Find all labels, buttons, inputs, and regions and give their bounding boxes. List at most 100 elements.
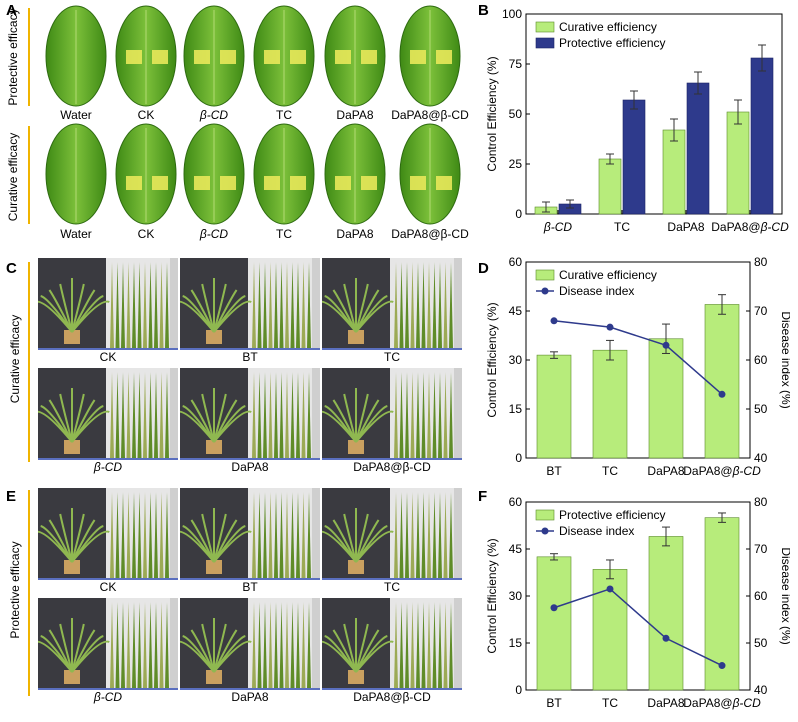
y-tick-label: 25 <box>509 157 523 171</box>
y2-tick-label: 50 <box>754 636 768 650</box>
panel-c-side-label: Curative efficacy <box>8 314 22 404</box>
disease-index-point-0 <box>550 317 558 325</box>
leaf-ck-protective <box>115 5 177 107</box>
chart-f-svg: 0 15 30 45 60 Control Efficiency (%) BT TC DaPA8… <box>485 495 793 710</box>
panel-e-photo-2 <box>322 488 462 580</box>
leaf-dapa8-curative <box>324 123 386 225</box>
legend-swatch-0 <box>535 21 555 33</box>
leaf-dapa8-protective <box>324 5 386 107</box>
chart-f: 0 15 30 45 60 Control Efficiency (%) BT TC DaPA8… <box>470 484 793 722</box>
x-tick-label: DaPA8@β-CD <box>683 464 761 478</box>
panel-c-caption-1: BT <box>242 350 258 364</box>
leaf-bcd-curative <box>183 123 245 225</box>
panel-letter-b: B <box>478 2 489 19</box>
panel-c-photo-2 <box>322 258 462 350</box>
legend-line-marker <box>541 287 549 295</box>
panel-c-photo-5 <box>322 368 462 460</box>
panel-e-caption-0: CK <box>99 580 117 594</box>
y-tick-label: 50 <box>509 107 523 121</box>
panel-c-photo-3 <box>38 368 178 460</box>
leaf-water-protective <box>45 5 107 107</box>
y-axis-label: Control Efficiency (%) <box>485 538 499 653</box>
y-tick-label: 30 <box>509 353 523 367</box>
panel-e-photo-art-4 <box>180 598 320 688</box>
y-axis-label: Control Efficiency (%) <box>485 56 499 171</box>
disease-index-point-3 <box>718 390 726 398</box>
panel-e-caption-4: DaPA8 <box>231 690 269 704</box>
bar-1-3 <box>750 57 774 215</box>
leaf-label-ck-1: CK <box>137 108 155 122</box>
bar-0-2 <box>648 536 684 691</box>
leaf-label-bcd-1: β-CD <box>199 108 229 122</box>
bar-1-2 <box>686 82 710 215</box>
leaf-water-curative <box>45 123 107 225</box>
panel-c-caption-5: DaPA8@β-CD <box>353 460 431 474</box>
chart-d: 0 15 30 45 60 Control Efficiency (%) BT TC DaPA8… <box>470 252 793 489</box>
legend-label-0: Curative efficiency <box>559 20 657 34</box>
legend-label-1: Protective efficiency <box>559 36 666 50</box>
y2-tick-label: 50 <box>754 402 768 416</box>
y2-tick-label: 60 <box>754 353 768 367</box>
bar-0-1 <box>598 158 622 215</box>
panel-e-caption-5: DaPA8@β-CD <box>353 690 431 704</box>
leaf-label-dapa8-1: DaPA8 <box>336 108 374 122</box>
x-tick-label: TC <box>602 696 618 710</box>
chart-d-svg: 0 15 30 45 60 Control Efficiency (%) BT TC DaPA8… <box>485 255 793 478</box>
x-tick-label: DaPA8 <box>647 464 684 478</box>
y2-tick-label: 80 <box>754 255 768 269</box>
leaf-label-dapa8bcd-1: DaPA8@β-CD <box>391 108 469 122</box>
chart-b: 0 25 50 75 100 Control Efficiency (%) β-CD TC Da… <box>470 0 790 257</box>
x-tick-label: TC <box>602 464 618 478</box>
panel-a-row2-rule <box>28 126 30 224</box>
legend-swatch-0 <box>535 509 555 521</box>
leaf-bcd-protective <box>183 5 245 107</box>
panel-e-photo-5 <box>322 598 462 690</box>
panel-c-photo-4 <box>180 368 320 460</box>
bar-0-3 <box>704 517 740 691</box>
y-tick-label: 30 <box>509 589 523 603</box>
leaf-tc-protective <box>253 5 315 107</box>
panel-e-rule <box>28 490 30 696</box>
leaf-label-ck-2: CK <box>137 227 155 241</box>
bar-0-2 <box>648 338 684 459</box>
panel-letter-e: E <box>6 488 17 505</box>
legend-swatch-1 <box>535 37 555 49</box>
y-tick-label: 15 <box>509 402 523 416</box>
y2-tick-label: 40 <box>754 451 768 465</box>
x-tick-label: DaPA8@β-CD <box>683 696 761 710</box>
legend-label-line: Disease index <box>559 524 634 538</box>
y-tick-label: 15 <box>509 636 523 650</box>
panel-c-photo-art-1 <box>180 258 320 348</box>
leaf-tc-curative <box>253 123 315 225</box>
y2-tick-label: 70 <box>754 542 768 556</box>
panel-a-leaf-grid <box>45 5 461 225</box>
panel-letter-c: C <box>6 260 17 277</box>
y2-tick-label: 60 <box>754 589 768 603</box>
bar-1-1 <box>622 99 646 215</box>
panel-a-row1-rule <box>28 8 30 106</box>
bar-0-0 <box>536 556 572 691</box>
panel-c-photo-art-3 <box>38 368 178 458</box>
panel-a-row2-label: Curative efficacy <box>6 132 20 222</box>
y-tick-label: 60 <box>509 495 523 509</box>
panel-c-photo-art-5 <box>322 368 462 458</box>
panel-c-photo-art-2 <box>322 258 462 348</box>
panel-e-photo-0 <box>38 488 178 580</box>
leaf-label-dapa8bcd-2: DaPA8@β-CD <box>391 227 469 241</box>
legend-label-0: Protective efficiency <box>559 508 666 522</box>
x-tick-label: BT <box>546 696 562 710</box>
leaf-dapa8bcd-protective <box>399 5 461 107</box>
bar-0-1 <box>592 349 628 459</box>
disease-index-point-0 <box>550 604 558 612</box>
disease-index-line <box>553 320 723 395</box>
x-tick-label: β-CD <box>543 220 573 234</box>
panel-e-photo-art-0 <box>38 488 178 578</box>
legend-swatch-0 <box>535 269 555 281</box>
y2-tick-label: 40 <box>754 683 768 697</box>
panel-e-caption-2: TC <box>384 580 400 594</box>
leaf-label-tc-1: TC <box>276 108 292 122</box>
panel-e-photo-art-3 <box>38 598 178 688</box>
panel-e-caption-3: β-CD <box>93 690 123 704</box>
panel-c-caption-0: CK <box>99 350 117 364</box>
bar-0-3 <box>726 111 750 215</box>
